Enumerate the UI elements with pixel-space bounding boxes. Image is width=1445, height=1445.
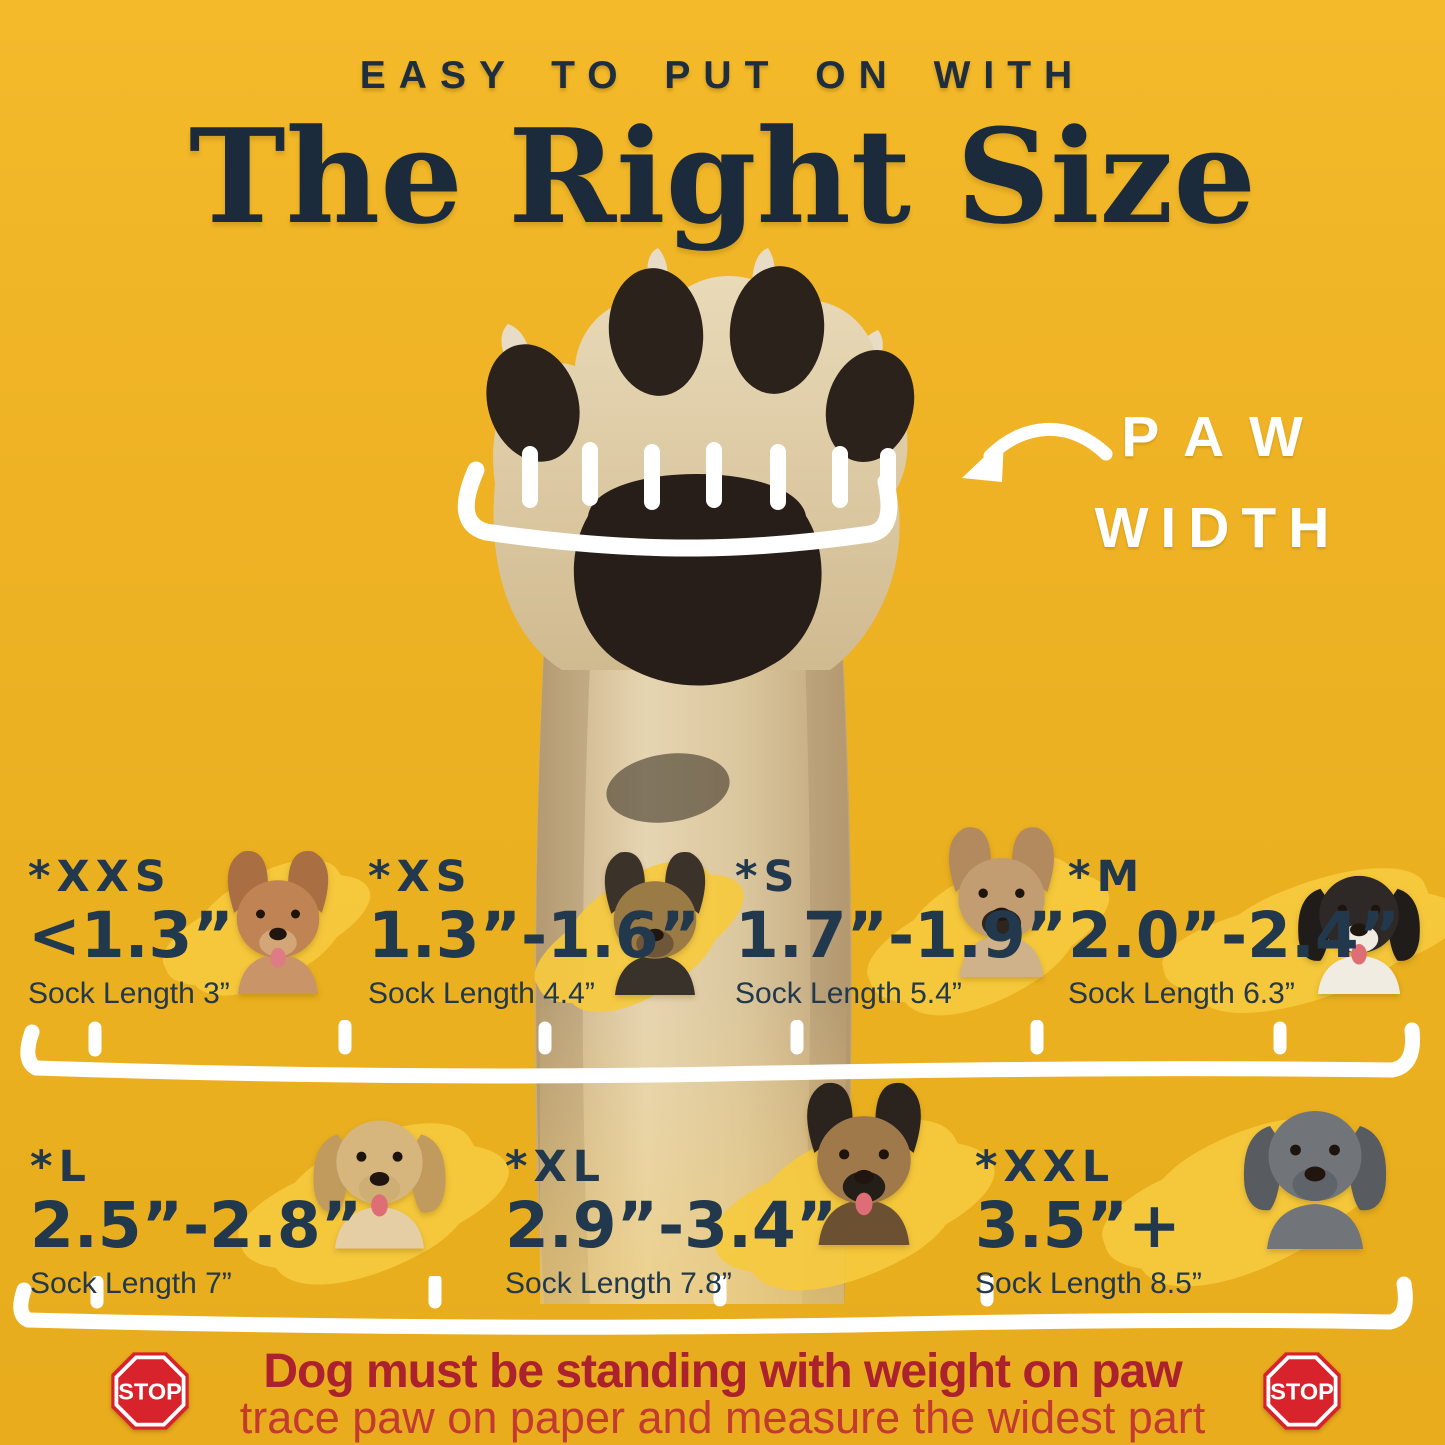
paw-width-range: 2.0”-2.4”	[1068, 899, 1401, 972]
paw-width-range: 1.7”-1.9”	[735, 899, 1068, 972]
size-entry: *S 1.7”-1.9” Sock Length 5.4”	[735, 826, 1112, 1047]
size-entry: *XXS <1.3” Sock Length 3”	[28, 834, 372, 1023]
warning-text-sub: trace paw on paper and measure the wides…	[239, 1392, 1206, 1443]
size-text: *L 2.5”-2.8” Sock Length 7”	[30, 1142, 362, 1301]
sock-length-label: Sock Length 7”	[30, 1267, 232, 1301]
paw-width-range: 1.3”-1.6”	[368, 899, 701, 972]
paw-width-label-line2: WIDTH	[1094, 496, 1342, 560]
size-text: *S 1.7”-1.9” Sock Length 5.4”	[735, 852, 1067, 1011]
size-text: *M 2.0”-2.4” Sock Length 6.3”	[1068, 852, 1400, 1011]
size-label: *XXL	[975, 1142, 1116, 1192]
sock-length-label: Sock Length 8.5”	[975, 1267, 1202, 1301]
size-label: *XXS	[28, 852, 172, 902]
size-label: *L	[30, 1142, 92, 1192]
size-text: *XXS <1.3” Sock Length 3”	[28, 852, 234, 1011]
great-dane-photo	[1225, 1068, 1405, 1250]
paw-width-range: 3.5”+	[975, 1189, 1181, 1262]
size-text: *XL 2.9”-3.4” Sock Length 7.8”	[505, 1142, 837, 1301]
sock-length-label: Sock Length 6.3”	[1068, 977, 1295, 1011]
size-entry: *XS 1.3”-1.6” Sock Length 4.4”	[368, 834, 750, 1041]
size-label: *XL	[505, 1142, 607, 1192]
curved-arrow-icon	[962, 423, 1113, 482]
paw-width-label-line1: PAW	[1121, 405, 1331, 469]
paw-width-range: <1.3”	[28, 899, 234, 972]
sock-length-label: Sock Length 5.4”	[735, 977, 962, 1011]
size-text: *XXL 3.5”+ Sock Length 8.5”	[975, 1142, 1202, 1301]
stop-sign-label: STOP	[1270, 1378, 1334, 1404]
divider-tick-marks	[90, 1276, 994, 1309]
page-title: The Right Size	[188, 100, 1257, 253]
size-label: *S	[735, 852, 801, 902]
header-kicker: EASY TO PUT ON WITH	[359, 54, 1086, 97]
stop-sign-icon: STOP	[1263, 1352, 1341, 1430]
measure-tick-marks	[522, 442, 896, 510]
paw-width-range: 2.5”-2.8”	[30, 1189, 363, 1262]
size-entry: *L 2.5”-2.8” Sock Length 7”	[30, 1093, 507, 1317]
stop-sign-label: STOP	[118, 1378, 182, 1404]
size-text: *XS 1.3”-1.6” Sock Length 4.4”	[368, 852, 700, 1011]
sock-length-label: Sock Length 3”	[28, 977, 230, 1011]
divider-tick-marks	[88, 1020, 1287, 1057]
warning-text-bold: Dog must be standing with weight on paw	[263, 1345, 1182, 1398]
size-entry: *XXL 3.5”+ Sock Length 8.5”	[975, 1087, 1202, 1320]
paw-width-measure-line	[457, 442, 898, 557]
paw-width-range: 2.9”-3.4”	[505, 1189, 838, 1262]
size-label: *M	[1068, 852, 1146, 902]
dog-paw-photo	[486, 248, 915, 1304]
sock-length-label: Sock Length 4.4”	[368, 977, 595, 1011]
stop-sign-icon: STOP	[111, 1352, 189, 1430]
sock-length-label: Sock Length 7.8”	[505, 1267, 732, 1301]
paw-width-label: PAW WIDTH	[1072, 404, 1352, 561]
size-label: *XS	[368, 852, 473, 902]
row-divider-line	[13, 1276, 1413, 1335]
row-divider-line	[20, 1020, 1421, 1084]
size-entry: *M 2.0”-2.4” Sock Length 6.3”	[1068, 840, 1445, 1043]
size-entry: *XL 2.9”-3.4” Sock Length 7.8”	[505, 1142, 994, 1325]
